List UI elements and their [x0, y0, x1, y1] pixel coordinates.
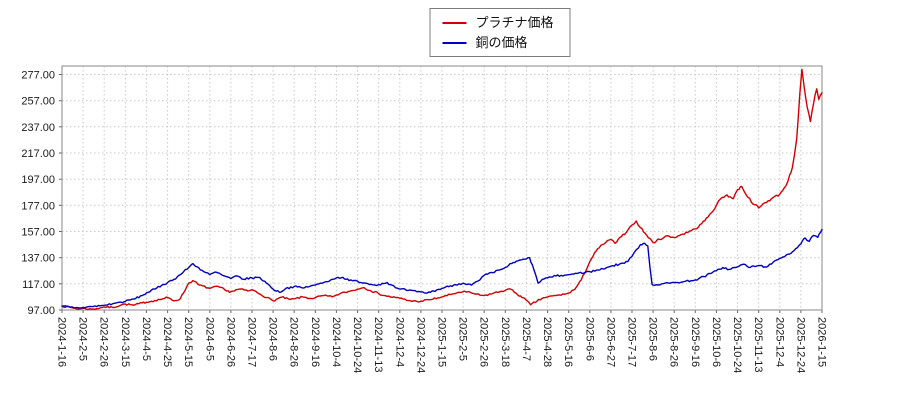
svg-text:2025-12-4: 2025-12-4 — [773, 317, 785, 367]
svg-text:2024-4-5: 2024-4-5 — [140, 317, 152, 361]
svg-text:2024-6-26: 2024-6-26 — [224, 317, 236, 367]
svg-text:2024-2-5: 2024-2-5 — [77, 317, 89, 361]
svg-text:2025-4-7: 2025-4-7 — [520, 317, 532, 361]
svg-text:2025-7-17: 2025-7-17 — [626, 317, 638, 367]
svg-text:2026-1-15: 2026-1-15 — [816, 317, 828, 367]
svg-text:2025-6-27: 2025-6-27 — [604, 317, 616, 367]
svg-text:2024-11-13: 2024-11-13 — [372, 317, 384, 372]
svg-text:2025-8-26: 2025-8-26 — [668, 317, 680, 367]
svg-text:2025-12-24: 2025-12-24 — [794, 317, 806, 373]
svg-text:2025-2-5: 2025-2-5 — [457, 317, 469, 361]
svg-text:137.00: 137.00 — [21, 253, 55, 265]
svg-text:177.00: 177.00 — [21, 200, 55, 212]
svg-text:2025-6-6: 2025-6-6 — [583, 317, 595, 361]
svg-text:2025-5-16: 2025-5-16 — [562, 317, 574, 367]
svg-text:2025-3-18: 2025-3-18 — [499, 317, 511, 367]
platinum-line-swatch — [442, 21, 467, 24]
svg-text:2025-10-6: 2025-10-6 — [710, 317, 722, 367]
legend-item-platinum: プラチナ価格 — [442, 15, 554, 30]
svg-text:2024-10-4: 2024-10-4 — [330, 317, 342, 367]
svg-text:2024-12-4: 2024-12-4 — [393, 317, 405, 367]
svg-text:2024-6-5: 2024-6-5 — [203, 317, 215, 361]
svg-text:2025-1-15: 2025-1-15 — [436, 317, 448, 367]
svg-text:2024-5-15: 2024-5-15 — [182, 317, 194, 367]
svg-text:2025-9-16: 2025-9-16 — [689, 317, 701, 367]
svg-text:2024-7-17: 2024-7-17 — [246, 317, 258, 367]
svg-text:157.00: 157.00 — [21, 227, 55, 239]
svg-text:97.00: 97.00 — [27, 305, 55, 317]
svg-text:2025-4-28: 2025-4-28 — [541, 317, 553, 367]
svg-text:237.00: 237.00 — [21, 122, 55, 134]
legend-label-platinum: プラチナ価格 — [475, 15, 554, 30]
svg-text:2025-2-26: 2025-2-26 — [478, 317, 490, 367]
svg-text:2024-8-6: 2024-8-6 — [267, 317, 279, 361]
svg-text:217.00: 217.00 — [21, 148, 55, 160]
svg-text:2024-2-26: 2024-2-26 — [98, 317, 110, 367]
legend-label-copper: 銅の価格 — [475, 35, 528, 50]
svg-text:2024-9-16: 2024-9-16 — [309, 317, 321, 367]
svg-text:277.00: 277.00 — [21, 70, 55, 82]
svg-text:2024-8-26: 2024-8-26 — [288, 317, 300, 367]
svg-text:197.00: 197.00 — [21, 174, 55, 186]
svg-text:117.00: 117.00 — [22, 279, 55, 291]
svg-text:2025-8-6: 2025-8-6 — [647, 317, 659, 361]
svg-text:2025-10-24: 2025-10-24 — [731, 317, 743, 373]
svg-text:2024-12-24: 2024-12-24 — [414, 317, 426, 373]
svg-text:2024-3-15: 2024-3-15 — [119, 317, 131, 367]
svg-text:2025-11-13: 2025-11-13 — [752, 317, 764, 372]
svg-text:257.00: 257.00 — [21, 96, 55, 108]
svg-text:2024-10-24: 2024-10-24 — [351, 317, 363, 373]
svg-text:2024-4-25: 2024-4-25 — [161, 317, 173, 367]
legend-item-copper: 銅の価格 — [442, 36, 553, 49]
chart-legend: プラチナ価格 銅の価格 — [429, 8, 571, 57]
svg-text:2024-1-16: 2024-1-16 — [56, 317, 68, 367]
copper-line-swatch — [442, 41, 467, 44]
